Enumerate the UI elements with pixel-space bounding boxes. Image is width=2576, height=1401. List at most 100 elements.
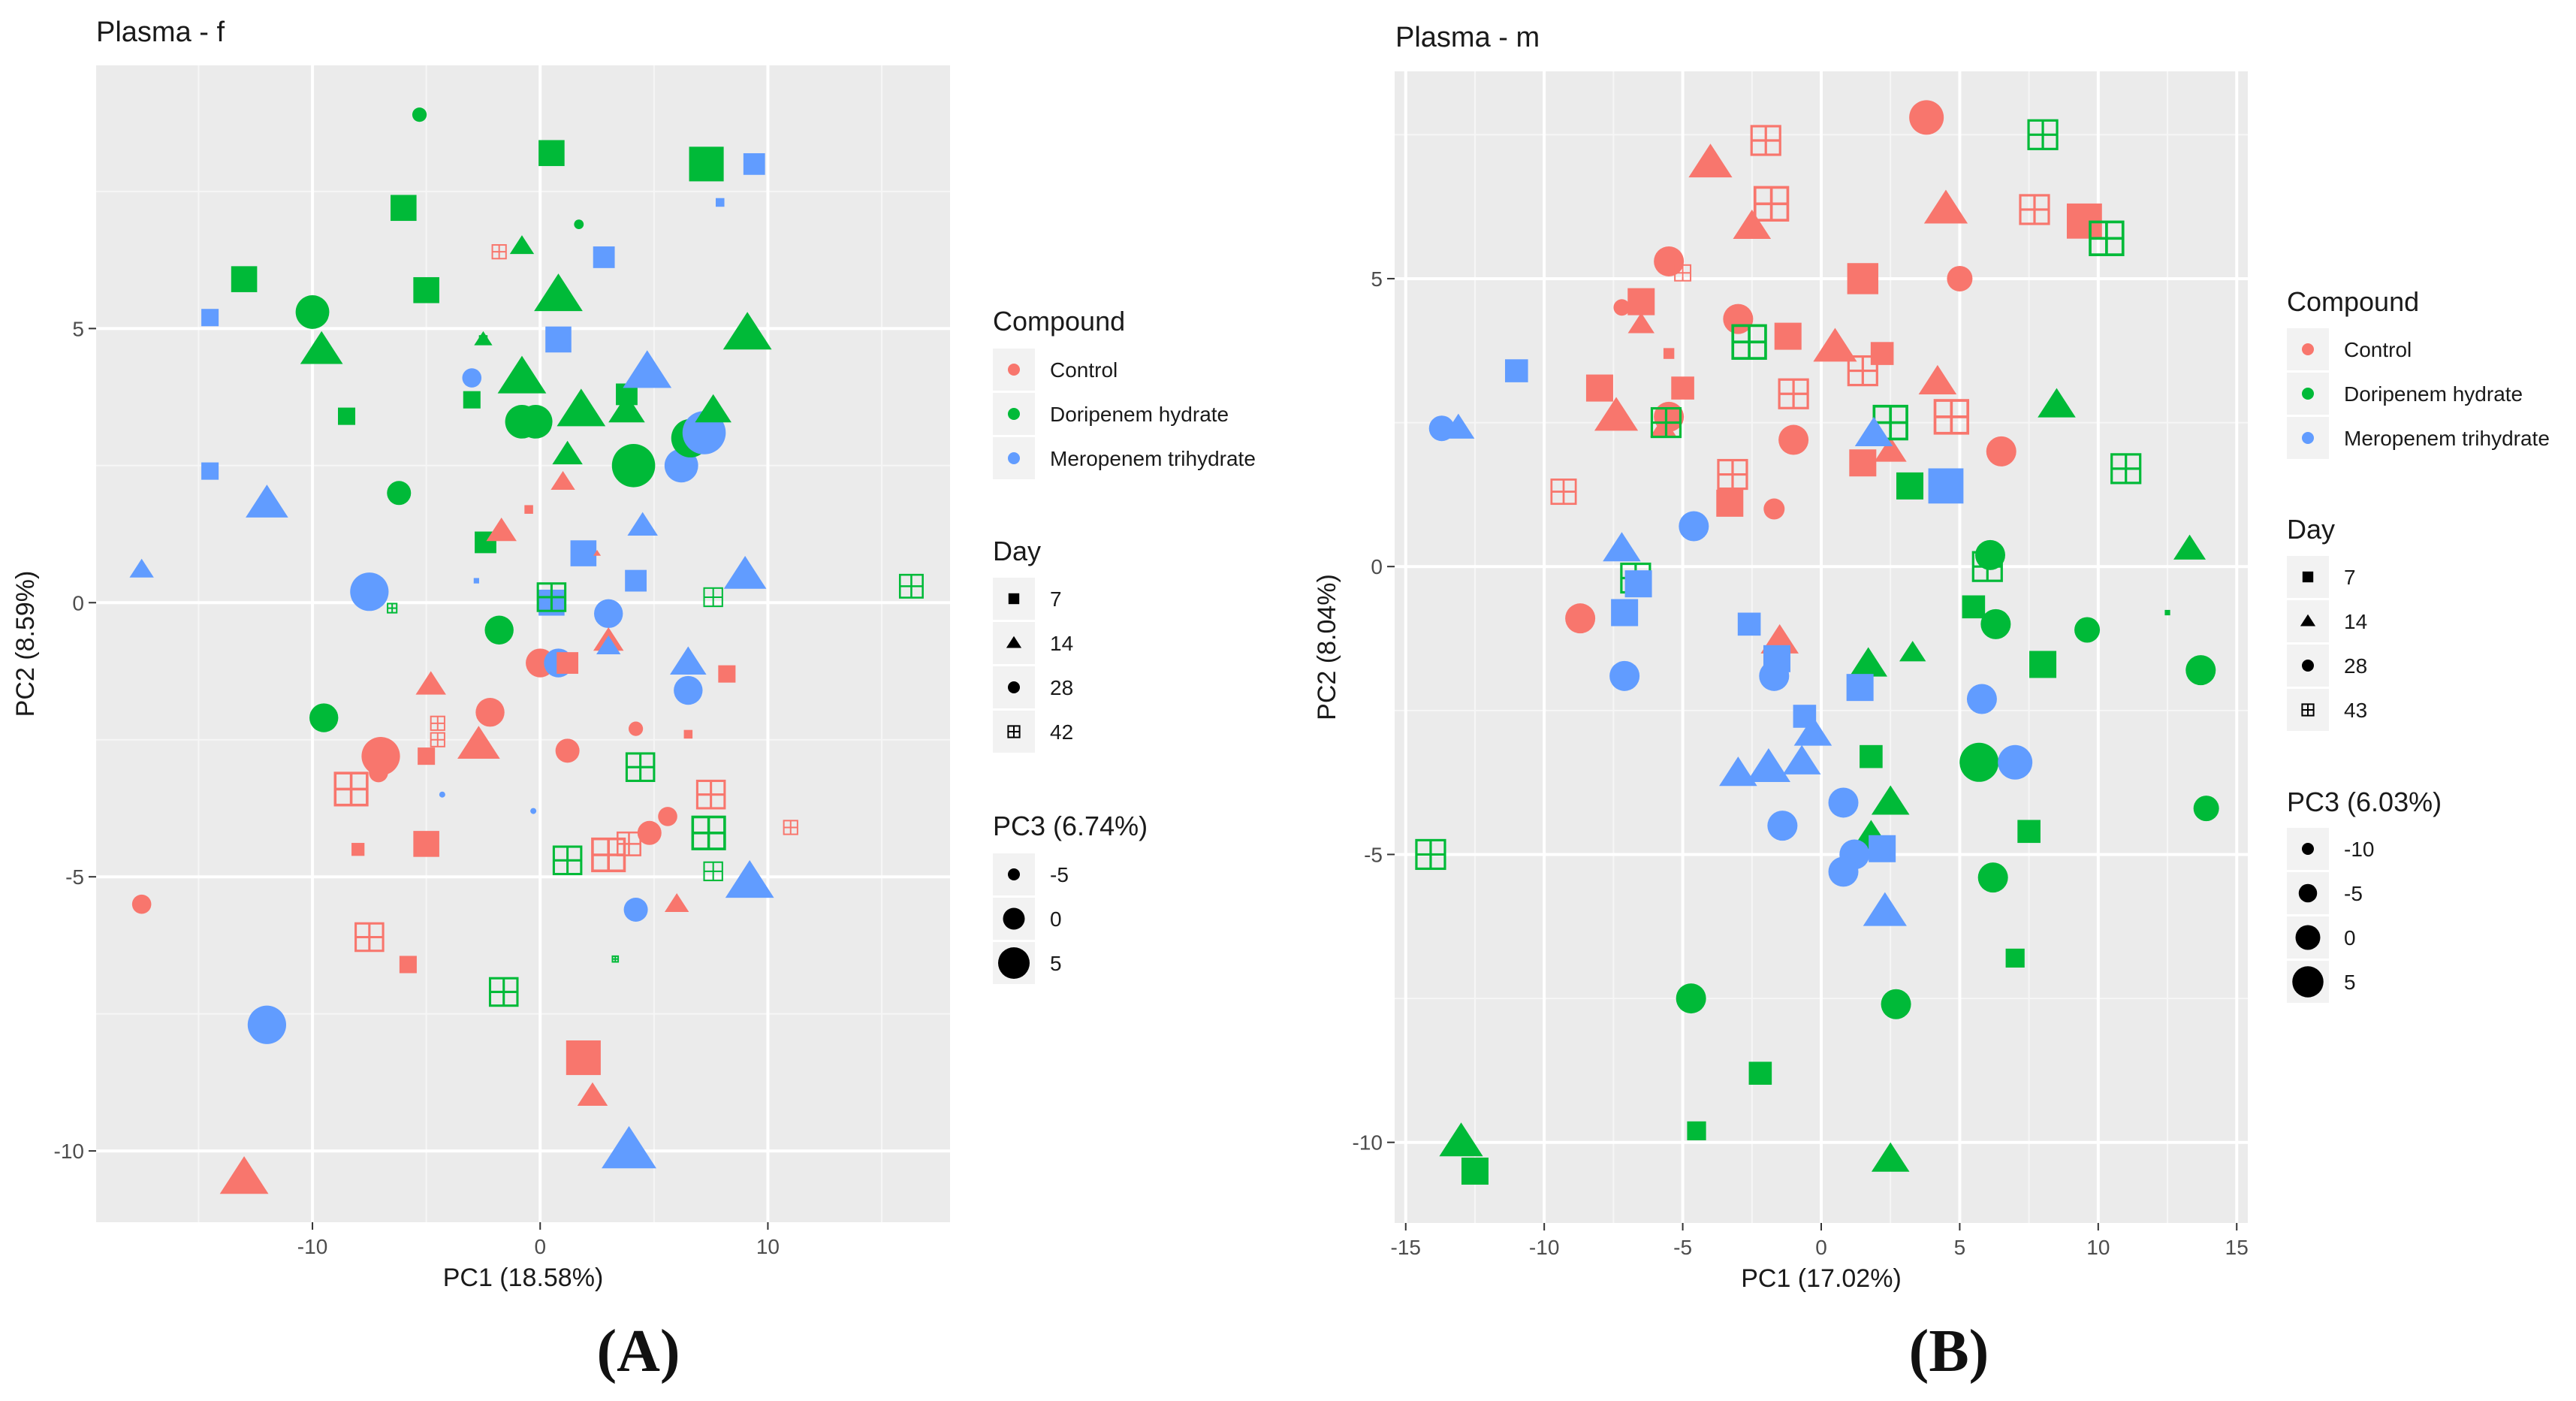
- data-point: [473, 578, 479, 584]
- data-point: [1674, 264, 1692, 282]
- data-point: [518, 405, 553, 439]
- data-point: [463, 391, 481, 409]
- data-point: [628, 721, 644, 736]
- data-point: [723, 556, 767, 589]
- data-point: [1717, 458, 1748, 491]
- data-point: [413, 276, 439, 303]
- data-point: [1624, 570, 1652, 598]
- data-point: [695, 394, 731, 423]
- legend-size-title: PC3 (6.03%): [2287, 787, 2442, 817]
- legend-day-label: 7: [1050, 587, 1062, 611]
- data-point: [2017, 820, 2041, 844]
- x-tick-label: 10: [2086, 1236, 2110, 1259]
- data-point: [2038, 388, 2076, 418]
- data-point: [1663, 348, 1675, 359]
- data-point: [201, 309, 219, 327]
- data-point: [718, 665, 736, 683]
- data-points: [1415, 100, 2219, 1185]
- data-point: [354, 922, 385, 953]
- data-point: [625, 569, 647, 592]
- y-axis-label: PC2 (8.04%): [1313, 574, 1341, 720]
- data-point: [231, 266, 258, 292]
- data-point: [596, 635, 621, 654]
- data-point: [625, 752, 656, 782]
- data-point: [594, 599, 623, 629]
- x-tick-label: 0: [534, 1235, 546, 1258]
- panel-a: Plasma - f -10 0 10 -10 -5 0 5 PC1 (18.58%) PC2 (…: [11, 17, 1256, 1384]
- legend-day-symbol: [1007, 725, 1021, 738]
- data-point: [1585, 374, 1613, 402]
- data-point: [1871, 785, 1910, 815]
- data-point: [1854, 416, 1893, 446]
- data-point: [399, 956, 417, 974]
- data-point: [557, 388, 606, 427]
- data-point: [2005, 948, 2025, 968]
- legend-day-label: 43: [2344, 699, 2367, 722]
- data-point: [1959, 742, 1999, 782]
- legend-day-symbol: [1008, 681, 1020, 693]
- data-point: [1550, 479, 1577, 506]
- data-point: [430, 715, 445, 731]
- y-tick-label: -5: [65, 865, 84, 889]
- legend-size-symbol: [998, 947, 1030, 979]
- data-point: [783, 820, 798, 835]
- data-point: [2029, 651, 2057, 678]
- data-point: [1731, 324, 1767, 360]
- data-point: [1947, 265, 1973, 291]
- legend-day-label: 7: [2344, 566, 2356, 589]
- data-point: [131, 894, 152, 914]
- y-tick-label: -5: [1364, 843, 1383, 866]
- data-point: [1847, 355, 1878, 387]
- data-point: [2164, 609, 2170, 616]
- legend-compound-title: Compound: [993, 306, 1125, 337]
- data-point: [350, 572, 389, 611]
- chart-title: Plasma - m: [1395, 22, 1540, 53]
- x-tick-label: -5: [1673, 1236, 1692, 1259]
- data-point: [1565, 603, 1596, 634]
- data-point: [1933, 399, 1970, 435]
- data-point: [361, 737, 400, 776]
- data-point: [1774, 322, 1802, 350]
- data-point: [2193, 796, 2219, 822]
- data-point: [1442, 413, 1475, 439]
- data-points: [129, 107, 924, 1194]
- data-point: [1846, 674, 1874, 702]
- data-point: [462, 368, 482, 388]
- data-point: [534, 273, 583, 312]
- data-point: [703, 861, 723, 882]
- data-point: [1627, 313, 1654, 334]
- plot-background: [96, 65, 950, 1222]
- data-point: [1778, 424, 1809, 455]
- legend-compound-swatch: [2302, 388, 2314, 400]
- data-point: [129, 558, 154, 578]
- x-tick-label: 0: [1815, 1236, 1827, 1259]
- data-point: [1679, 511, 1709, 542]
- data-point: [1863, 892, 1907, 926]
- data-point: [743, 152, 765, 175]
- legend-size-label: -5: [2344, 882, 2363, 905]
- y-tick-label: -10: [54, 1140, 84, 1163]
- data-point: [1974, 539, 2005, 570]
- data-point: [2173, 534, 2206, 560]
- data-point: [2110, 453, 2142, 485]
- data-point: [1676, 983, 1706, 1014]
- data-point: [658, 807, 677, 826]
- legend-size-label: -10: [2344, 838, 2374, 861]
- x-tick-label: 10: [756, 1235, 780, 1258]
- data-point: [602, 1125, 656, 1169]
- data-point: [722, 312, 772, 350]
- data-point: [623, 350, 672, 388]
- data-point: [1928, 468, 1964, 504]
- legend-compound-swatch: [2302, 432, 2314, 444]
- data-point: [1753, 186, 1790, 222]
- data-point: [412, 107, 427, 122]
- y-tick-label: 0: [72, 591, 84, 614]
- data-point: [1733, 209, 1772, 240]
- legend-compound-label: Doripenem hydrate: [2344, 382, 2523, 406]
- data-point: [391, 195, 417, 222]
- data-point: [1881, 989, 1911, 1019]
- legend-day-label: 28: [2344, 654, 2367, 678]
- y-tick-label: -10: [1353, 1131, 1383, 1155]
- data-point: [497, 355, 547, 394]
- data-point: [1896, 472, 1924, 500]
